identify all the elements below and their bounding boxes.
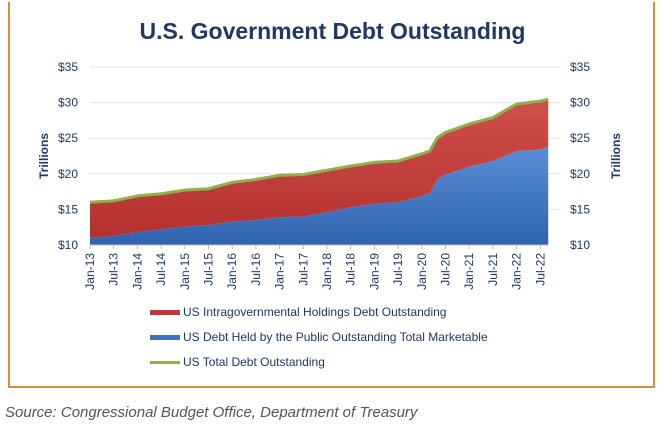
chart-frame <box>8 2 655 388</box>
x-tick-label: Jul-22 <box>533 253 547 286</box>
y-tick-label-right: $20 <box>570 167 590 181</box>
x-tick-label: Jan-14 <box>130 253 144 290</box>
chart-title: U.S. Government Debt Outstanding <box>139 18 526 44</box>
y-tick-label-right: $25 <box>570 131 590 145</box>
y-tick-label-left: $15 <box>58 202 78 216</box>
legend-label: US Debt Held by the Public Outstanding T… <box>183 330 488 344</box>
legend-item-total: US Total Debt Outstanding <box>150 355 325 369</box>
x-tick-label: Jul-20 <box>439 253 453 286</box>
x-tick-label: Jul-14 <box>154 253 168 286</box>
y-tick-label-left: $25 <box>58 131 78 145</box>
line-total-debt <box>89 97 549 204</box>
legend-swatch-red <box>150 309 180 315</box>
y-tick-label-left: $20 <box>58 167 78 181</box>
x-tick-label: Jul-21 <box>486 253 500 286</box>
x-tick-label: Jan-22 <box>510 253 524 290</box>
x-tick-label: Jul-19 <box>391 253 405 286</box>
x-tick-label: Jul-18 <box>344 253 358 286</box>
x-tick-label: Jan-16 <box>225 253 239 290</box>
x-tick-label: Jan-19 <box>367 253 381 290</box>
x-tick-label: Jan-18 <box>320 253 334 290</box>
y-tick-label-right: $35 <box>570 60 590 74</box>
area-public-debt <box>90 146 549 245</box>
x-tick-label: Jul-13 <box>107 253 121 286</box>
legend-item-intragovernmental: US Intragovernmental Holdings Debt Outst… <box>150 305 446 319</box>
x-tick-label: Jan-21 <box>462 253 476 290</box>
legend-label: US Total Debt Outstanding <box>183 355 325 369</box>
legend-swatch-green <box>150 360 180 364</box>
legend-label: US Intragovernmental Holdings Debt Outst… <box>183 305 447 319</box>
x-tick-label: Jan-15 <box>178 253 192 290</box>
legend-swatch-blue <box>150 334 180 340</box>
legend-item-public: US Debt Held by the Public Outstanding T… <box>150 330 488 344</box>
x-tick-label: Jan-17 <box>273 253 287 290</box>
y-tick-label-left: $30 <box>58 96 78 110</box>
x-tick-label: Jan-20 <box>415 253 429 290</box>
source-note: Source: Congressional Budget Office, Dep… <box>5 404 418 421</box>
x-tick-label: Jul-15 <box>202 253 216 286</box>
y-tick-label-right: $10 <box>570 238 590 252</box>
y-axis-label-right: Trillions <box>609 133 623 179</box>
y-tick-label-left: $10 <box>58 238 78 252</box>
y-tick-label-right: $30 <box>570 96 590 110</box>
y-tick-label-right: $15 <box>570 202 590 216</box>
area-intragovernmental-debt <box>90 99 549 238</box>
y-axis-label-left: Trillions <box>37 133 51 179</box>
y-tick-label-left: $35 <box>58 60 78 74</box>
x-tick-label: Jul-17 <box>296 253 310 286</box>
x-tick-label: Jul-16 <box>249 253 263 286</box>
x-tick-label: Jan-13 <box>83 253 97 290</box>
